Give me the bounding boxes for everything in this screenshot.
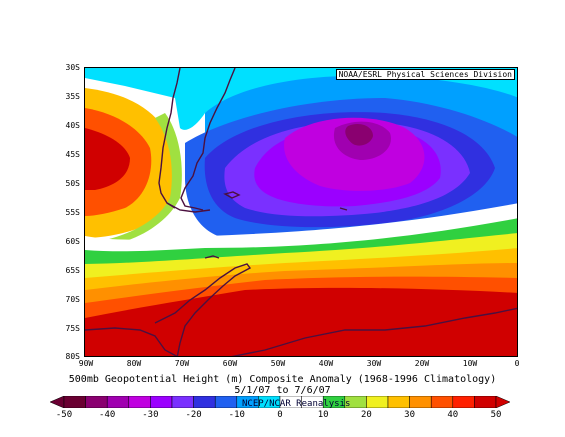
lon-label: 50W [270, 359, 286, 368]
falkland-islands [223, 191, 241, 199]
colorbar-swatch [106, 396, 130, 408]
colorbar-swatch [430, 396, 454, 408]
lon-label: 20W [414, 359, 430, 368]
lat-label: 35S [65, 92, 80, 101]
colorbar [50, 396, 510, 408]
contour-deep-core [345, 124, 373, 146]
colorbar-tick-label: -40 [99, 410, 116, 420]
lon-label: 60W [222, 359, 238, 368]
south-america-east-coast [180, 68, 236, 211]
south-america-west-coast [158, 68, 181, 209]
coastlines [85, 68, 517, 356]
contour-cyan-north [85, 68, 517, 130]
lat-label: 45S [65, 150, 80, 159]
contour-red-west [85, 128, 130, 190]
colorbar-arrow-low [50, 396, 65, 408]
colorbar-tick-label: 30 [404, 410, 416, 420]
colorbar-swatch [409, 396, 432, 408]
south-georgia [339, 207, 348, 211]
lon-label: 80W [126, 359, 142, 368]
lon-label: 90W [78, 359, 94, 368]
lat-label: 60S [65, 237, 80, 246]
contour-zero-band [85, 203, 517, 252]
lat-label: 40S [65, 121, 80, 130]
colorbar-swatch [150, 396, 173, 408]
lon-label: 30W [366, 359, 382, 368]
lat-label: 75S [65, 324, 80, 333]
colorbar-swatch [387, 396, 410, 408]
lon-label: 70W [174, 359, 190, 368]
credit-label: NOAA/ESRL Physical Sciences Division [335, 69, 515, 80]
colorbar-tick-label: 50 [490, 410, 502, 420]
source-label: NCEP/NCAR Reanalysis [242, 399, 351, 409]
colorbar-swatch [63, 396, 86, 408]
colorbar-tick-label: -30 [142, 410, 159, 420]
colorbar-arrow-high [495, 396, 510, 408]
lon-label: 10W [462, 359, 478, 368]
contour-red-south [85, 287, 517, 356]
lat-label: 50S [65, 179, 80, 188]
colorbar-tick-label: 10 [317, 410, 329, 420]
caption-title: 500mb Geopotential Height (m) Composite … [68, 374, 497, 385]
colorbar-swatch [474, 396, 497, 408]
caption-dates: 5/1/07 to 7/6/07 [234, 385, 331, 396]
anomaly-map [85, 68, 517, 356]
lat-label: 80S [65, 352, 80, 361]
colorbar-swatch [193, 396, 216, 408]
antarctic-peninsula [154, 263, 252, 356]
colorbar-swatch [214, 396, 238, 408]
lat-label: 30S [65, 63, 80, 72]
lon-label: 0 [514, 359, 520, 368]
colorbar-swatch [171, 396, 194, 408]
contour-green-west [85, 113, 182, 248]
colorbar-tick-label: 20 [360, 410, 372, 420]
tierra-del-fuego [166, 202, 211, 213]
lat-label: 65S [65, 266, 80, 275]
colorbar-tick-label: -10 [228, 410, 245, 420]
colorbar-tick-label: 40 [447, 410, 459, 420]
lat-label: 70S [65, 295, 80, 304]
colorbar-tick-label: -50 [55, 410, 73, 420]
colorbar-swatch [366, 396, 389, 408]
colorbar-swatch [452, 396, 475, 408]
colorbar-tick-label: 0 [277, 410, 283, 420]
lon-label: 40W [318, 359, 334, 368]
map-panel: NOAA/ESRL Physical Sciences Division [84, 67, 518, 357]
colorbar-tick-label: -20 [185, 410, 202, 420]
antarctic-coast [85, 307, 517, 356]
colorbar-swatch [85, 396, 108, 408]
south-shetland [204, 255, 220, 259]
lat-label: 55S [65, 208, 80, 217]
colorbar-swatch [128, 396, 151, 408]
